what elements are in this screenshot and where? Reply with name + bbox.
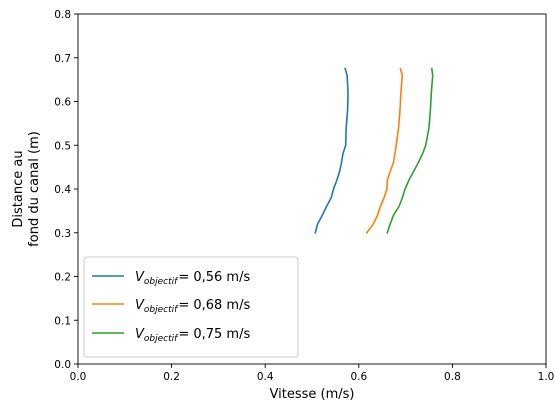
x-tick-label: 1.0: [538, 371, 554, 383]
x-tick-label: 0.6: [350, 371, 367, 383]
x-tick-label: 0.0: [70, 371, 87, 383]
y-tick-label: 0.2: [54, 272, 71, 284]
y-tick-label: 0.1: [54, 315, 71, 327]
y-tick-label: 0.0: [54, 359, 71, 371]
y-axis-label-line-1: Distance au: [11, 150, 26, 227]
y-axis-label-line-2: fond du canal (m): [27, 131, 42, 247]
y-tick-label: 0.5: [54, 140, 71, 152]
x-axis-label: Vitesse (m/s): [270, 387, 355, 402]
y-tick-label: 0.7: [54, 53, 71, 65]
y-tick-label: 0.8: [54, 9, 71, 21]
x-tick-label: 0.4: [257, 371, 274, 383]
y-tick-label: 0.4: [54, 184, 71, 196]
x-tick-label: 0.8: [444, 371, 461, 383]
y-tick-label: 0.3: [54, 228, 71, 240]
y-tick-label: 0.6: [54, 97, 71, 109]
x-tick-label: 0.2: [163, 371, 180, 383]
